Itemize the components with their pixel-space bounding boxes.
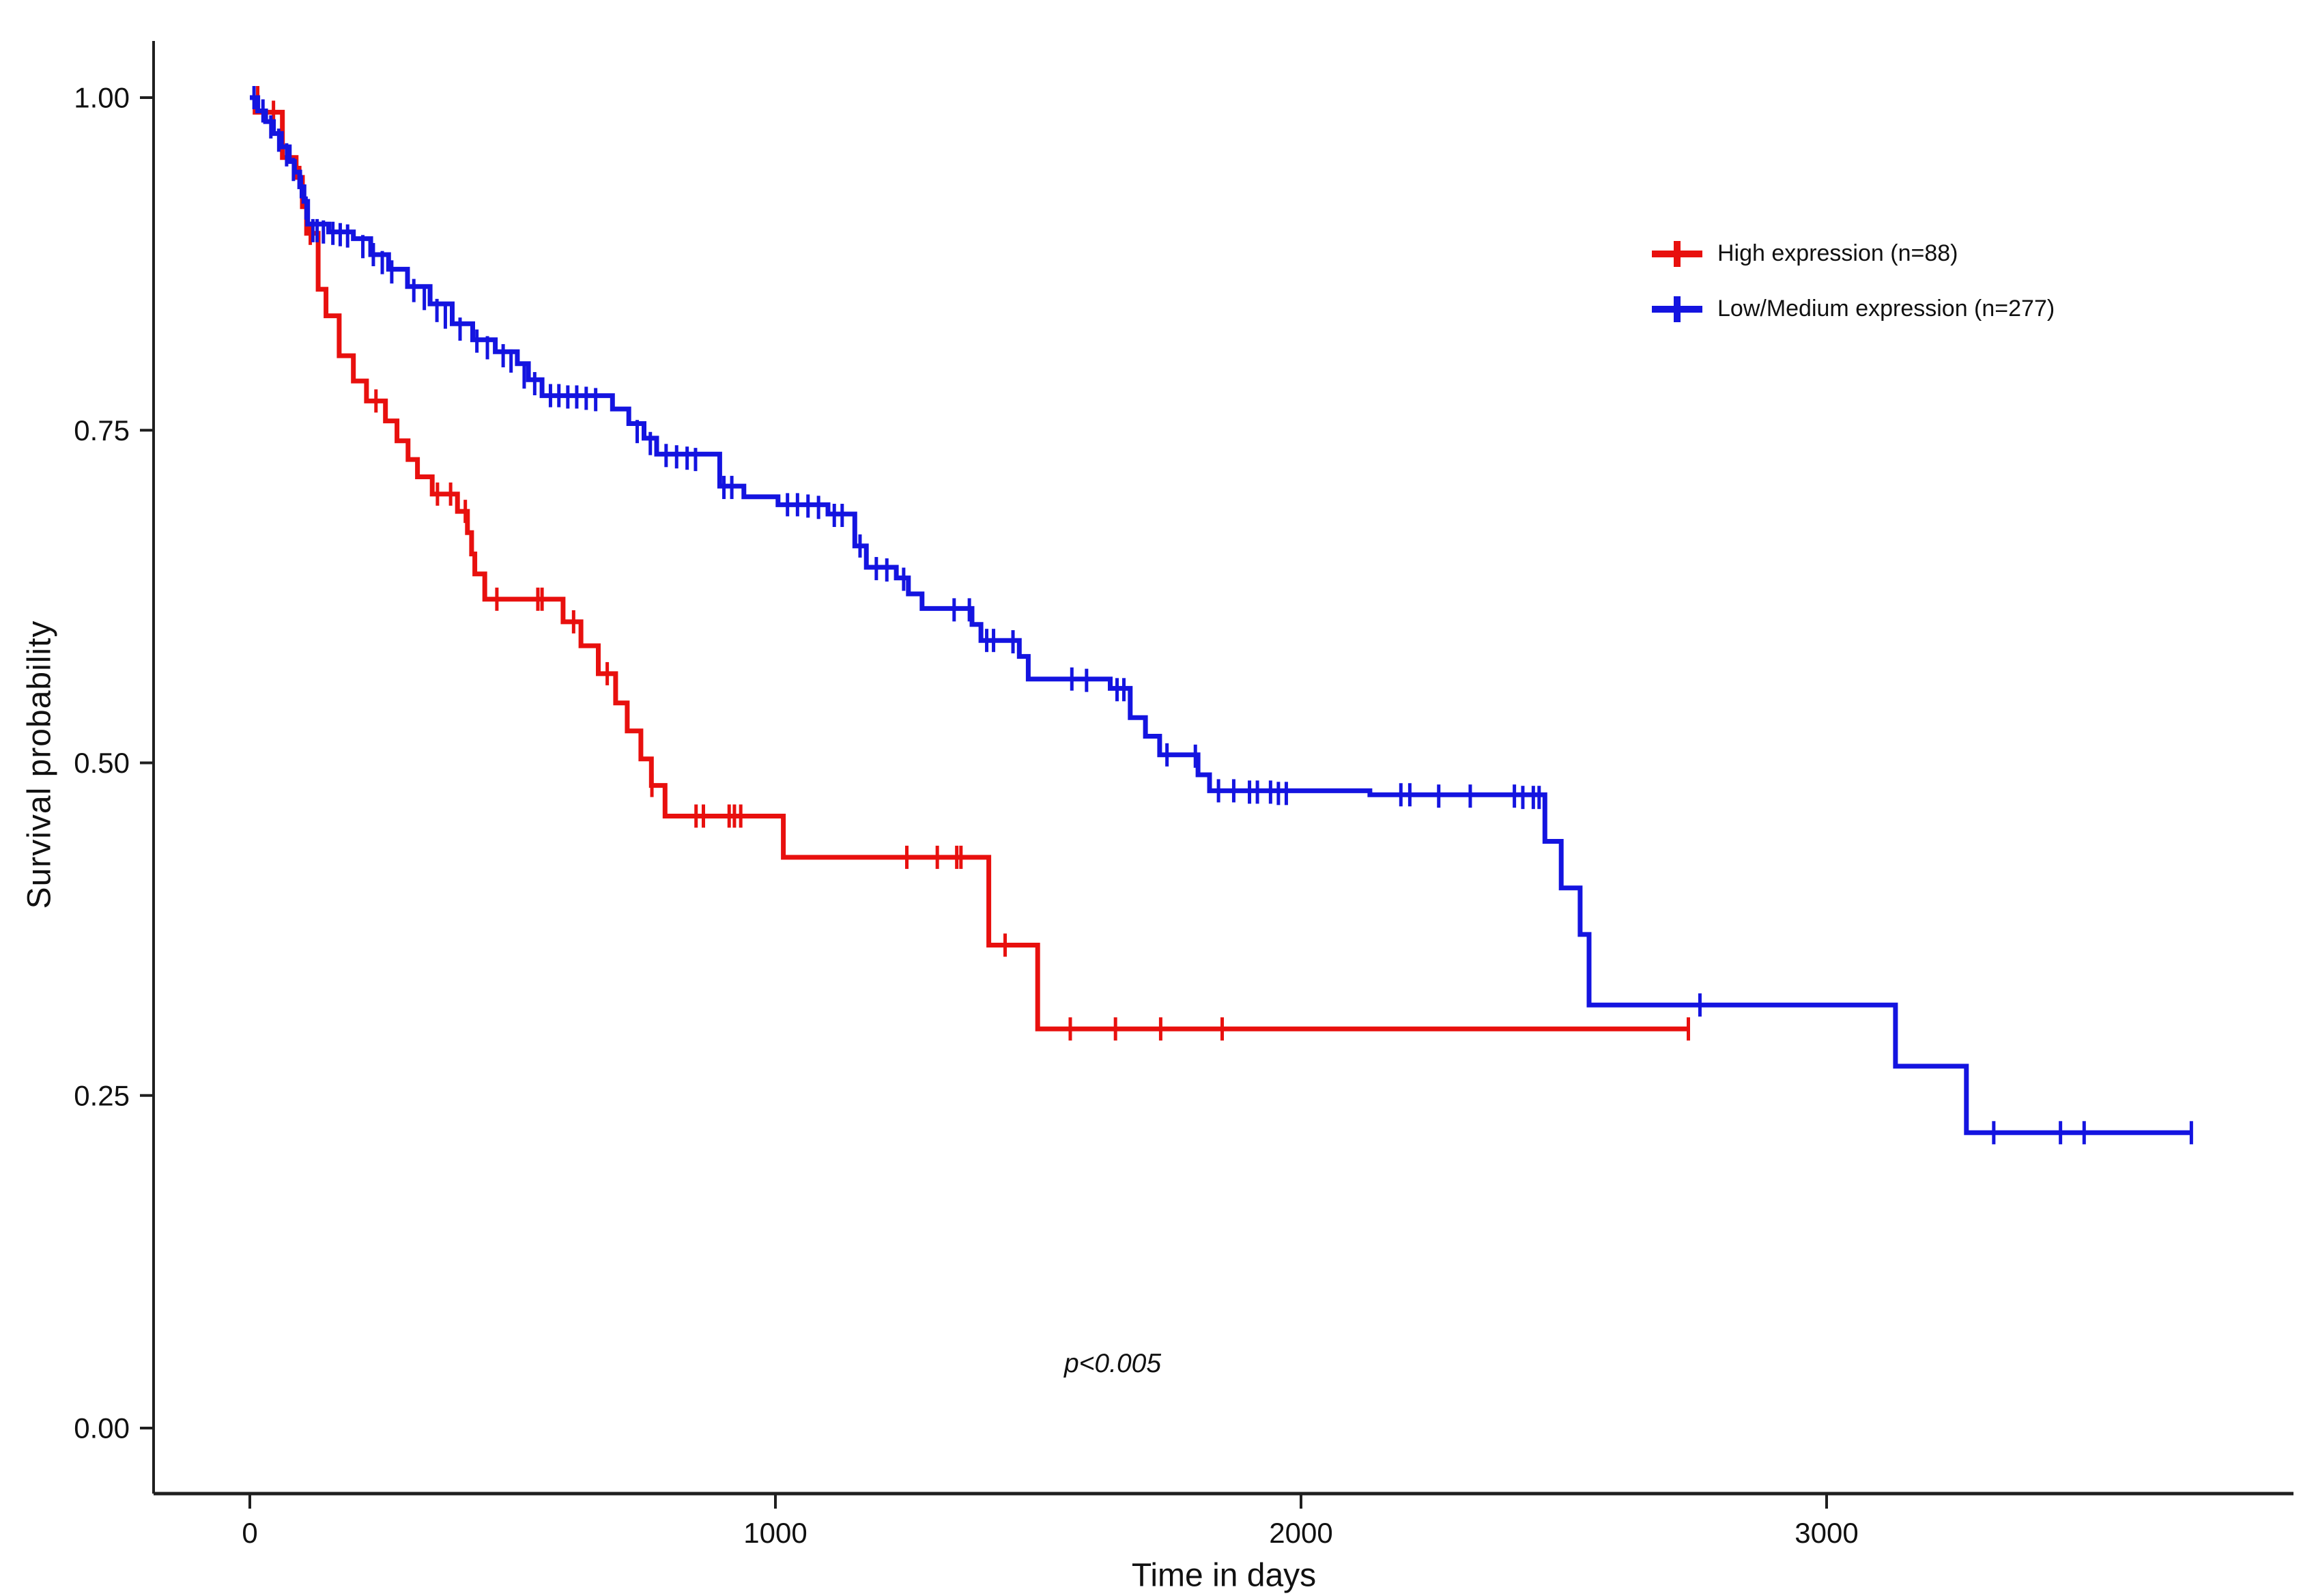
legend-label-low-medium-expression: Low/Medium expression (n=277)	[1717, 296, 2055, 322]
x-tick-label: 3000	[1795, 1517, 1858, 1549]
y-tick-label: 0.00	[74, 1412, 130, 1444]
high-expression-curve	[250, 95, 1689, 1031]
legend-item-low-medium-expression: Low/Medium expression (n=277)	[1652, 296, 2055, 322]
x-tick-label: 1000	[743, 1517, 807, 1549]
legend: High expression (n=88) Low/Medium expres…	[1652, 240, 2055, 322]
x-axis-title: Time in days	[1131, 1557, 1317, 1594]
y-tick-label: 0.25	[74, 1079, 130, 1111]
p-value-annotation: p<0.005	[1063, 1349, 1162, 1378]
y-axis-title: Survival probability	[21, 620, 58, 909]
legend-item-high-expression: High expression (n=88)	[1652, 240, 2055, 267]
low-medium-expression-line-marker-icon	[1652, 296, 1702, 322]
legend-label-high-expression: High expression (n=88)	[1717, 240, 1958, 266]
high-expression-line-marker-icon	[1652, 240, 1702, 267]
x-tick-label: 2000	[1269, 1517, 1332, 1549]
x-tick-label: 0	[242, 1517, 257, 1549]
y-tick-label: 1.00	[74, 82, 130, 114]
y-tick-label: 0.50	[74, 747, 130, 779]
y-tick-label: 0.75	[74, 414, 130, 446]
